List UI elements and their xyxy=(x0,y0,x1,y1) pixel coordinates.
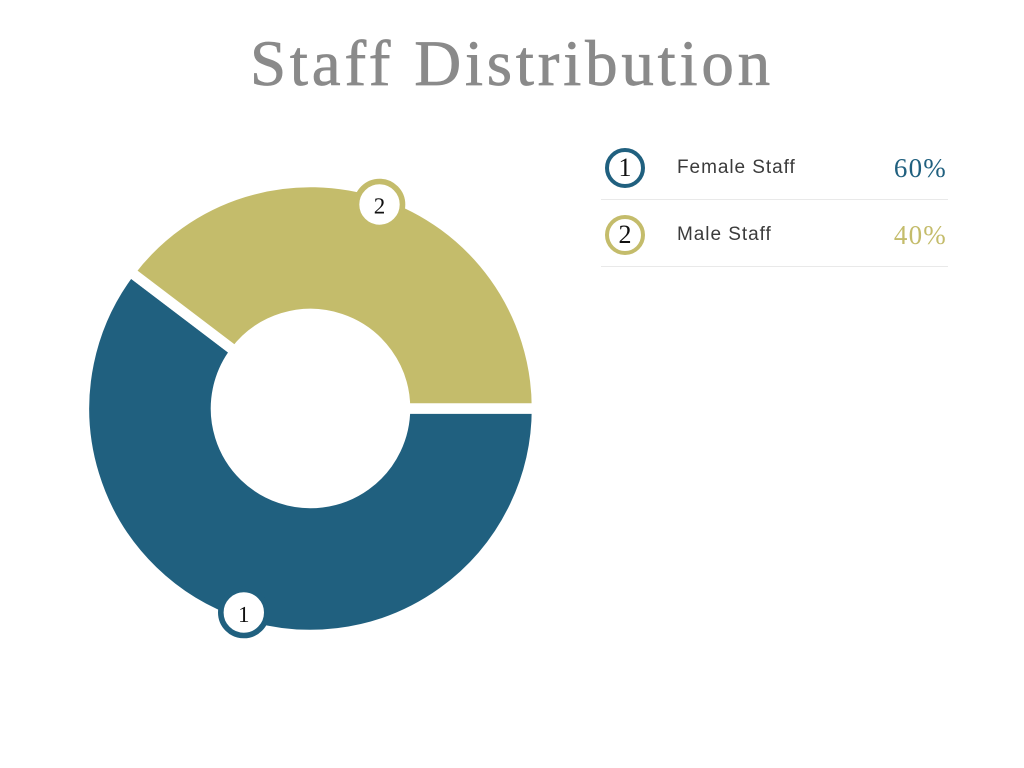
svg-text:1: 1 xyxy=(238,602,250,627)
svg-text:2: 2 xyxy=(374,193,386,218)
